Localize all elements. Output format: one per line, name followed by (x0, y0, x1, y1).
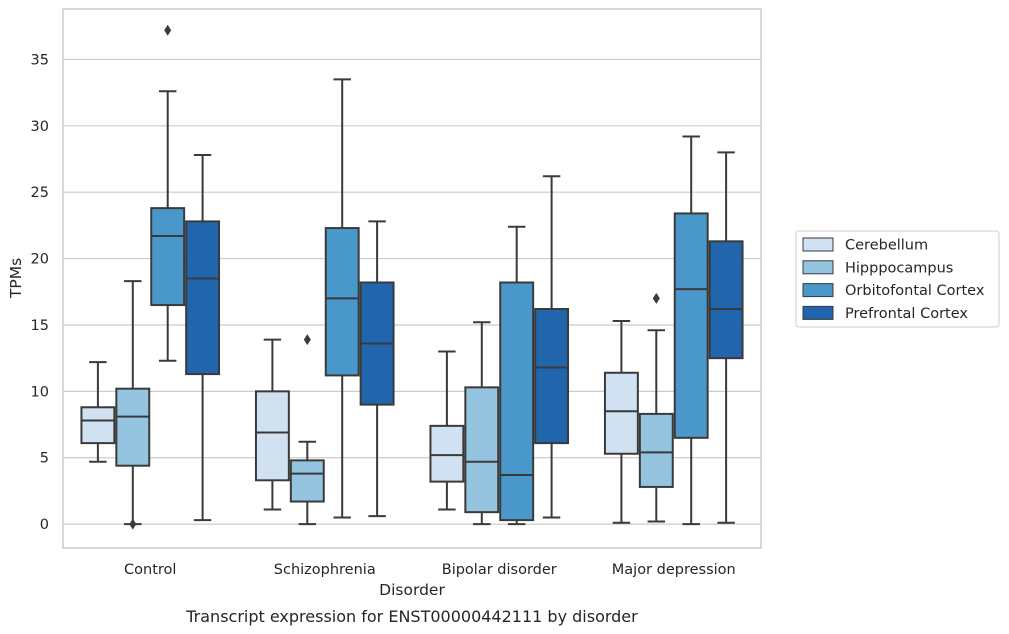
box-body (464, 386, 500, 514)
box-body (324, 227, 360, 377)
y-axis-label: TPMs (7, 258, 25, 299)
outlier-point (652, 292, 660, 304)
y-tick-label: 15 (31, 318, 49, 334)
box-body (603, 371, 639, 455)
outlier-point (164, 24, 172, 36)
legend-label: Orbitofontal Cortex (845, 283, 985, 299)
y-tick-label: 30 (31, 119, 49, 135)
y-tick-label: 20 (31, 252, 49, 268)
outlier-point (303, 334, 311, 346)
box (708, 151, 744, 524)
box (150, 24, 186, 362)
x-tick-label: Schizophrenia (274, 562, 376, 578)
box (464, 321, 500, 526)
box (638, 292, 674, 523)
box (324, 78, 360, 519)
box-body (289, 459, 325, 503)
y-tick-label: 0 (40, 517, 49, 533)
box (673, 135, 709, 526)
legend-frame (795, 230, 1000, 328)
legend-swatch (802, 237, 834, 252)
box-body (429, 424, 465, 483)
box-body (673, 212, 709, 439)
box-body (534, 308, 570, 445)
box-series (80, 24, 744, 530)
box (359, 220, 395, 518)
box (115, 280, 151, 530)
box (534, 175, 570, 519)
legend-label: Hipppocampus (845, 260, 953, 276)
box (499, 225, 535, 526)
outlier-point (129, 518, 137, 530)
box (185, 154, 221, 522)
box-body (150, 207, 186, 307)
legend-swatch (802, 283, 834, 298)
box-body (185, 220, 221, 376)
legend-label: Prefrontal Cortex (845, 306, 968, 322)
box (80, 361, 116, 463)
x-axis-ticks: Control Schizophrenia Bipolar disorder Majo… (124, 562, 736, 578)
y-tick-label: 5 (40, 451, 49, 467)
box (429, 350, 465, 511)
legend-swatch (802, 305, 834, 320)
box (254, 338, 290, 511)
y-tick-label: 25 (31, 185, 49, 201)
box-body (254, 390, 290, 482)
y-axis-ticks: 0 5 10 15 20 25 30 35 (31, 52, 49, 533)
box (289, 334, 325, 526)
box (603, 319, 639, 524)
box-body (115, 387, 151, 467)
chart-caption: Transcript expression for ENST0000044211… (185, 607, 638, 626)
x-tick-label: Major depression (612, 562, 736, 578)
y-tick-label: 35 (31, 52, 49, 68)
box-body (499, 281, 535, 522)
legend-label: Cerebellum (845, 238, 928, 254)
x-tick-label: Control (124, 562, 176, 578)
box-body (708, 240, 744, 360)
box-body (80, 406, 116, 445)
legend: Cerebellum Hipppocampus Orbitofontal Corte… (795, 230, 1000, 328)
x-axis-label: Disorder (379, 581, 445, 599)
x-tick-label: Bipolar disorder (442, 562, 557, 578)
y-tick-label: 10 (31, 384, 49, 400)
legend-swatch (802, 260, 834, 275)
box-body (638, 412, 674, 488)
